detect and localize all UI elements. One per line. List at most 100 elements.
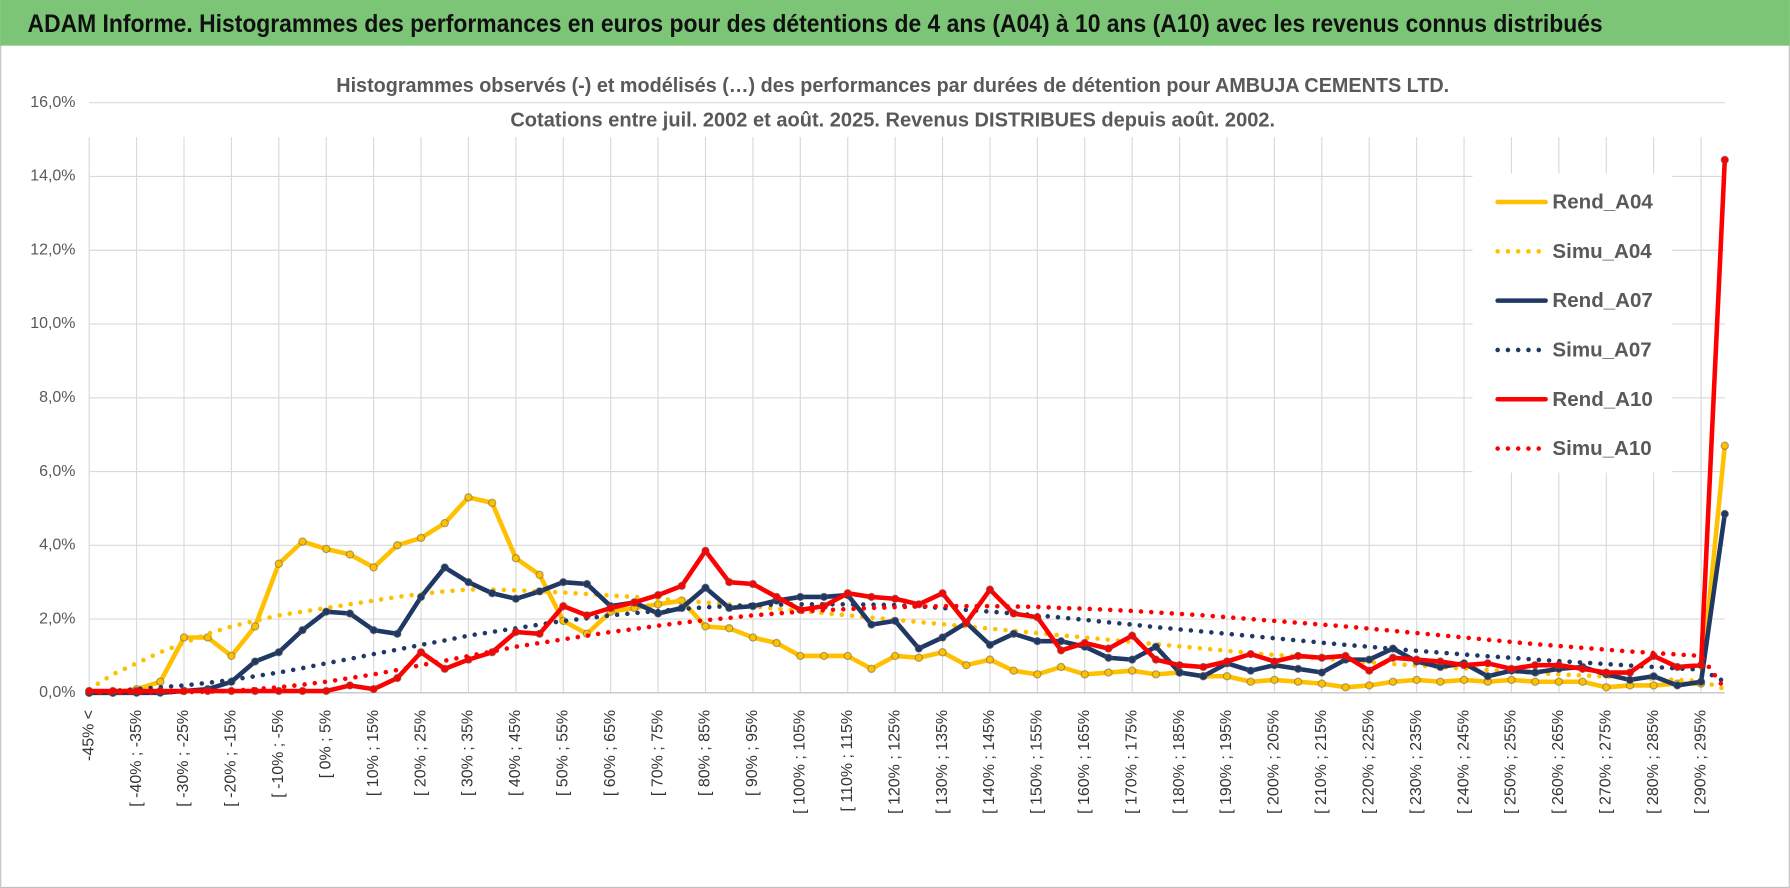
point-marker [1412, 675, 1421, 685]
legend-box [1472, 173, 1673, 473]
point-marker [1459, 660, 1469, 670]
point-marker [559, 601, 568, 611]
point-marker [1127, 655, 1137, 664]
point-marker [345, 550, 355, 559]
point-marker [274, 648, 284, 657]
x-tick-label: [ 200% ; 205% [1266, 710, 1283, 814]
x-tick-label: [ 10% ; 15% [365, 710, 382, 796]
legend-label: Rend_A04 [1552, 191, 1653, 214]
point-marker [748, 633, 758, 642]
point-marker [796, 651, 805, 661]
point-marker [274, 559, 284, 568]
point-marker [1483, 672, 1492, 681]
point-marker [1033, 612, 1042, 622]
point-marker [345, 609, 355, 618]
x-tick-label: [ 160% ; 165% [1076, 710, 1093, 814]
point-marker [1080, 670, 1089, 679]
x-tick-label: [ -20% ; -15% [223, 710, 240, 807]
point-marker [274, 686, 284, 696]
point-marker [1222, 657, 1232, 666]
point-marker [535, 570, 544, 580]
x-tick-label: [ 250% ; 255% [1503, 710, 1520, 814]
point-marker [1056, 646, 1066, 655]
point-marker [1554, 677, 1564, 686]
point-marker [1720, 509, 1730, 519]
point-marker [985, 655, 995, 664]
point-marker [345, 681, 355, 690]
x-tick-label: [ 150% ; 155% [1029, 710, 1046, 814]
y-tick-label: 16,0% [30, 94, 75, 111]
point-marker [1293, 677, 1303, 686]
x-tick-label: [ 180% ; 185% [1171, 710, 1188, 814]
point-marker [819, 651, 829, 661]
series-line [86, 443, 1728, 696]
point-marker [1080, 638, 1089, 648]
x-tick-label: [ 260% ; 265% [1550, 710, 1567, 814]
y-tick-label: 0,0% [39, 684, 75, 701]
point-marker [322, 544, 331, 554]
point-marker [1625, 675, 1635, 685]
x-tick-label: [ 210% ; 215% [1313, 710, 1330, 814]
point-marker [464, 577, 473, 587]
x-tick-label: [ 0% ; 5% [317, 710, 334, 778]
point-marker [1364, 681, 1374, 690]
point-marker [416, 592, 426, 602]
point-marker [227, 651, 236, 661]
y-tick-label: 8,0% [39, 389, 75, 406]
point-marker [1175, 668, 1184, 677]
x-tick-label: [ 270% ; 275% [1597, 710, 1614, 814]
point-marker [1341, 651, 1350, 661]
point-marker [701, 583, 710, 592]
point-marker [1530, 677, 1540, 686]
point-marker [511, 627, 521, 637]
point-marker [938, 633, 947, 642]
point-marker [843, 589, 852, 598]
point-marker [369, 625, 378, 635]
series-line [86, 157, 1728, 694]
point-marker [393, 541, 402, 550]
legend-label: Rend_A10 [1552, 388, 1652, 411]
y-tick-label: 6,0% [39, 463, 75, 480]
point-marker [724, 624, 734, 633]
x-tick-label: [ 70% ; 75% [649, 710, 666, 796]
x-tick-label: [ 60% ; 65% [602, 710, 619, 796]
point-marker [772, 592, 781, 602]
point-marker [487, 498, 497, 508]
x-tick-label: [ 110% ; 115% [839, 710, 856, 812]
x-tick-label: [ 20% ; 25% [412, 710, 429, 796]
point-marker [393, 673, 402, 683]
chart-subtitle: Cotations entre juil. 2002 et août. 2025… [510, 108, 1275, 131]
point-marker [511, 594, 521, 603]
point-marker [1127, 666, 1137, 675]
x-tick-label: [ 100% ; 105% [792, 710, 809, 814]
point-marker [938, 648, 947, 657]
y-tick-label: 2,0% [39, 610, 75, 627]
x-tick-label: [ 30% ; 35% [460, 710, 477, 796]
series-line [86, 587, 1728, 692]
point-marker [653, 590, 663, 600]
point-marker [1056, 662, 1066, 672]
point-marker [1246, 666, 1255, 675]
point-marker [1483, 659, 1492, 668]
x-tick-label: [ 190% ; 195% [1218, 710, 1235, 814]
point-marker [1104, 668, 1113, 677]
point-marker [582, 579, 592, 589]
point-marker [1578, 664, 1587, 674]
x-tick-label: [ -40% ; -35% [128, 710, 145, 807]
point-marker [1364, 655, 1374, 664]
point-marker [1649, 672, 1658, 681]
point-marker [440, 563, 449, 572]
point-marker [535, 587, 544, 596]
point-marker [1364, 666, 1374, 675]
x-tick-label: [ 220% ; 225% [1360, 710, 1377, 814]
x-tick-label: [ 140% ; 145% [981, 710, 998, 814]
point-marker [1127, 631, 1137, 640]
point-marker [630, 598, 639, 607]
legend-label: Simu_A10 [1552, 437, 1651, 460]
series-line [86, 603, 1728, 696]
point-marker [322, 607, 331, 616]
x-tick-label: [ -10% ; -5% [270, 710, 287, 798]
point-marker [298, 625, 307, 635]
